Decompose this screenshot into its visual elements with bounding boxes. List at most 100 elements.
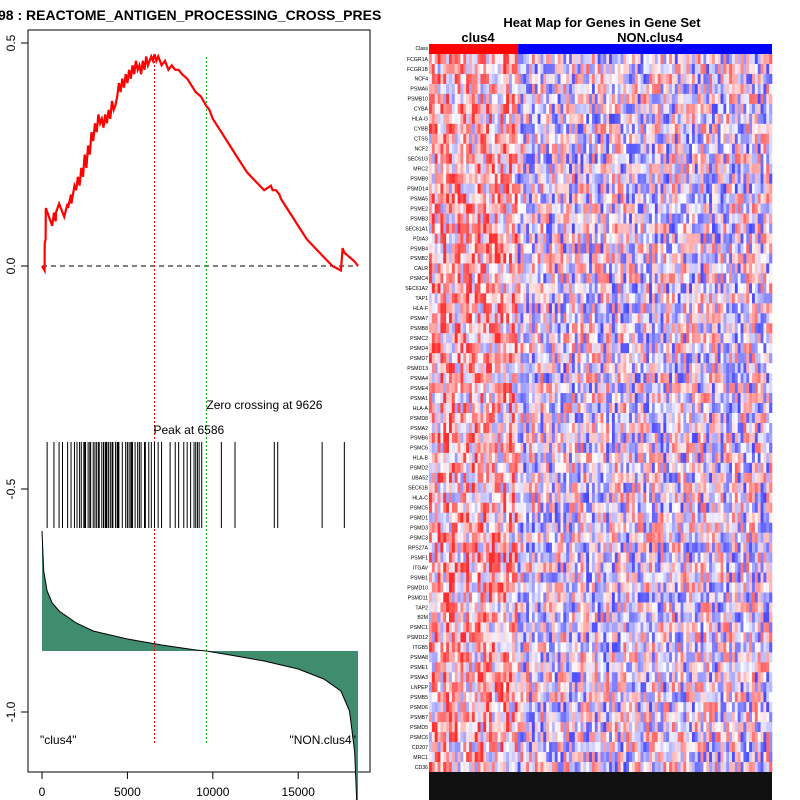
heatmap-cell [657, 93, 661, 105]
heatmap-cell [483, 123, 487, 135]
heatmap-cell [669, 442, 673, 454]
heatmap-cell [703, 353, 707, 364]
heatmap-cell [637, 223, 641, 234]
heatmap-cell [637, 432, 641, 444]
heatmap-cell [543, 363, 547, 374]
heatmap-cell [629, 403, 633, 414]
heatmap-cell [449, 233, 453, 244]
heatmap-cell [440, 153, 444, 164]
heatmap-cell [540, 413, 544, 424]
heatmap-cell [437, 373, 441, 384]
heatmap-cell [683, 163, 687, 174]
heatmap-cell [429, 73, 433, 85]
heatmap-cell [660, 383, 664, 394]
heatmap-cell [483, 432, 487, 444]
heatmap-cell [683, 383, 687, 394]
heatmap-cell [494, 143, 498, 155]
heatmap-cell [500, 353, 504, 364]
heatmap-cell [617, 183, 621, 194]
heatmap-cell [583, 133, 587, 145]
heatmap-cell [646, 223, 650, 234]
heatmap-cell [634, 432, 638, 444]
heatmap-cell [577, 283, 581, 294]
heatmap-cell [591, 93, 596, 105]
heatmap-cell [451, 83, 456, 95]
heatmap-cell [446, 173, 450, 184]
heatmap-cell [660, 413, 664, 424]
heatmap-cell [497, 203, 501, 214]
heatmap-cell [429, 353, 433, 364]
heatmap-cell [449, 343, 453, 354]
heatmap-cell [737, 263, 741, 274]
heatmap-cell [603, 442, 607, 454]
heatmap-cell [600, 403, 604, 414]
heatmap-cell [489, 452, 493, 464]
heatmap-cell [763, 393, 767, 404]
heatmap-cell [611, 393, 616, 404]
heatmap-cell [586, 442, 590, 454]
heatmap-cell [463, 133, 467, 145]
heatmap-cell [551, 373, 556, 384]
heatmap-cell [486, 243, 490, 254]
heatmap-cell [769, 223, 773, 234]
heatmap-cell [743, 263, 747, 274]
heatmap-cell [534, 413, 538, 424]
heatmap-cell [571, 153, 576, 164]
heatmap-cell [446, 113, 450, 125]
heatmap-cell [617, 432, 621, 444]
heatmap-cell [560, 223, 564, 234]
heatmap-cell [497, 143, 501, 155]
heatmap-cell [574, 253, 578, 264]
heatmap-cell [454, 203, 458, 214]
heatmap-cell [543, 432, 547, 444]
heatmap-cell [463, 153, 467, 164]
heatmap-cell [474, 432, 478, 444]
heatmap-cell [431, 452, 436, 464]
heatmap-cell [457, 133, 461, 145]
heatmap-cell [431, 383, 436, 394]
heatmap-cell [671, 193, 676, 204]
heatmap-cell [583, 113, 587, 125]
heatmap-cell [577, 333, 581, 344]
heatmap-cell [649, 243, 653, 254]
heatmap-cell [429, 323, 433, 334]
heatmap-cell [740, 203, 744, 214]
heatmap-cell [503, 303, 507, 314]
heatmap-cell [629, 273, 633, 284]
heatmap-cell [506, 113, 510, 125]
heatmap-cell [549, 273, 553, 284]
heatmap-cell [729, 353, 733, 364]
heatmap-cell [449, 432, 453, 444]
heatmap-cell [449, 323, 453, 334]
heatmap-cell [489, 163, 493, 174]
heatmap-cell [617, 133, 621, 145]
heatmap-cell [706, 243, 710, 254]
heatmap-cell [580, 363, 584, 374]
heatmap-cell [640, 223, 644, 234]
heatmap-cell [740, 293, 744, 304]
heatmap-cell [460, 223, 464, 234]
heatmap-cell [466, 243, 470, 254]
heatmap-cell [691, 233, 696, 244]
heatmap-cell [737, 403, 741, 414]
heatmap-cell [551, 183, 556, 194]
heatmap-cell [569, 63, 573, 75]
heatmap-cell [723, 273, 727, 284]
heatmap-cell [474, 113, 478, 125]
heatmap-cell [714, 393, 718, 404]
heatmap-cell [614, 93, 618, 105]
heatmap-cell [466, 373, 470, 384]
heatmap-cell [606, 403, 610, 414]
heatmap-cell [711, 432, 716, 444]
heatmap-cell [689, 373, 693, 384]
heatmap-cell [543, 263, 547, 274]
heatmap-cell [746, 333, 750, 344]
heatmap-cell [537, 293, 541, 304]
heatmap-cell [597, 432, 601, 444]
heatmap-cell [709, 303, 713, 314]
heatmap-cell [637, 203, 641, 214]
heatmap-cell [703, 103, 707, 115]
heatmap-cell [697, 93, 701, 105]
heatmap-cell [691, 223, 696, 234]
heatmap-cell [760, 163, 764, 174]
